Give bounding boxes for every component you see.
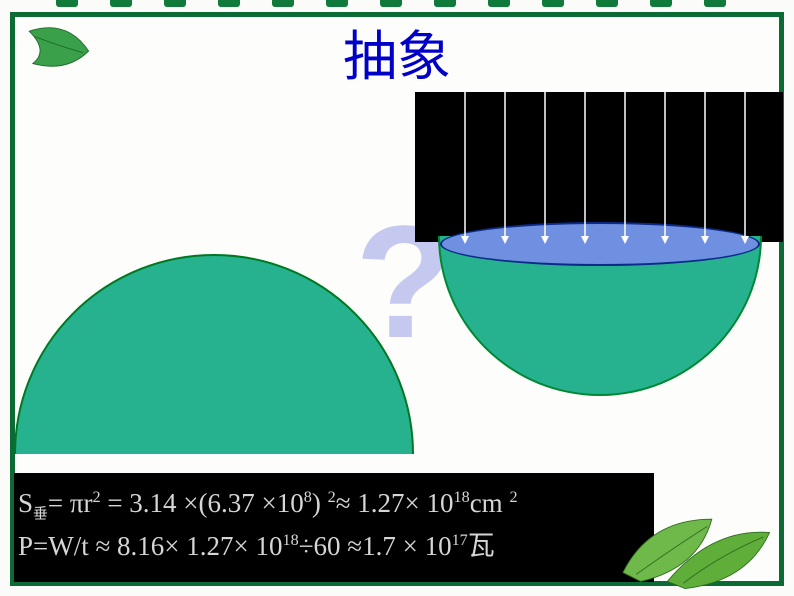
t: 垂 (33, 506, 48, 522)
rays-background-panel (415, 92, 783, 242)
t: 2 (328, 488, 336, 506)
binder-mark (326, 0, 348, 7)
slide-title: 抽象 (0, 12, 794, 91)
binder-mark (272, 0, 294, 7)
t: 18 (454, 488, 470, 506)
left-hemisphere (14, 254, 414, 454)
binder-mark (596, 0, 618, 7)
binder-mark (380, 0, 402, 7)
binder-mark (110, 0, 132, 7)
t: 2 (509, 488, 517, 506)
binder-mark (704, 0, 726, 7)
left-hemisphere-fill (14, 254, 414, 454)
t: ÷60 ≈1.7 × 10 (299, 531, 452, 561)
t: 瓦 (468, 531, 495, 561)
binder-mark (542, 0, 564, 7)
bowl-top-disk (440, 222, 760, 266)
binder-mark (164, 0, 186, 7)
formula-panel: S垂= πr2 = 3.14 ×(6.37 ×108) 2≈ 1.27× 101… (14, 473, 654, 582)
binder-mark (434, 0, 456, 7)
binder-mark (650, 0, 672, 7)
binder-mark (218, 0, 240, 7)
binder-mark (56, 0, 78, 7)
formula-line-1: S垂= πr2 = 3.14 ×(6.37 ×108) 2≈ 1.27× 101… (18, 483, 646, 526)
binder-mark (488, 0, 510, 7)
formula-line-2: P=W/t ≈ 8.16× 1.27× 1018÷60 ≈1.7 × 1017瓦 (18, 526, 646, 568)
t: ) (312, 488, 328, 518)
leaves-icon (614, 482, 774, 592)
t: 18 (283, 531, 299, 549)
t: ≈ 1.27× 10 (336, 488, 454, 518)
t: 17 (452, 531, 468, 549)
t: cm (470, 488, 510, 518)
t: = πr (48, 488, 93, 518)
t: 2 (92, 488, 100, 506)
t: S (18, 488, 33, 518)
t: 8 (304, 488, 312, 506)
t: P=W/t ≈ 8.16× 1.27× 10 (18, 531, 283, 561)
slide-stage: 抽象 ? S垂= πr2 = 3.14 ×(6.37 ×108) 2≈ 1.27… (0, 0, 794, 596)
t: = 3.14 ×(6.37 ×10 (101, 488, 304, 518)
